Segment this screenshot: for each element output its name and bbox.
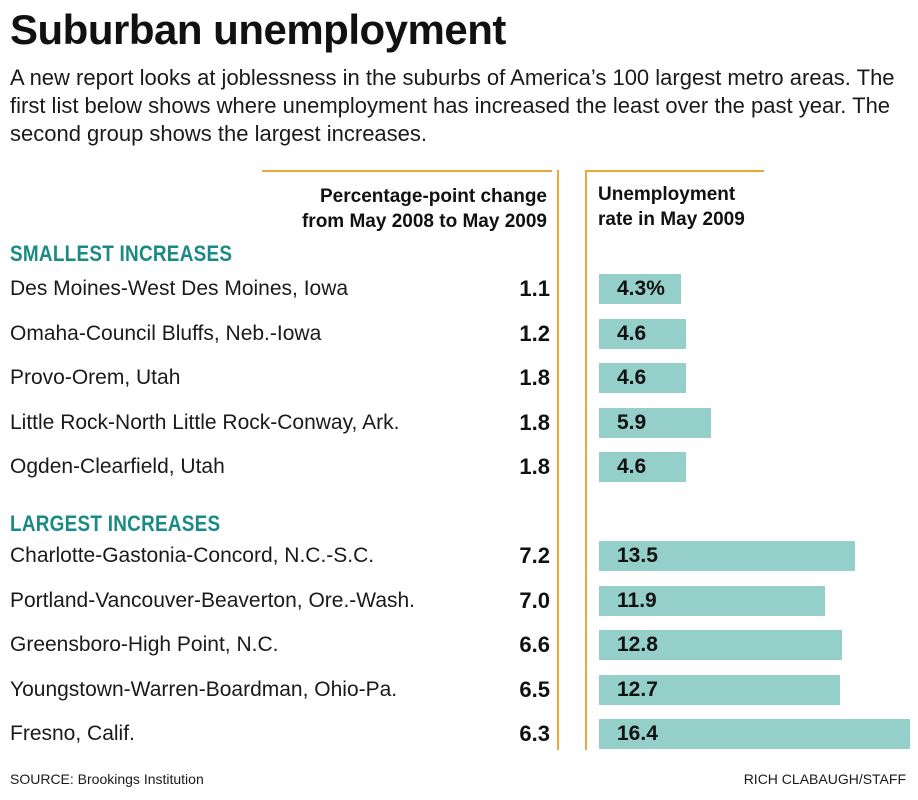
rate-bar [599,363,686,393]
metro-name: Greensboro-High Point, N.C. [10,633,279,656]
change-value: 1.1 [519,276,550,301]
section-heading-largest: LARGEST INCREASES [10,511,221,536]
change-header-line-1: Percentage-point change [320,186,547,207]
page-title: Suburban unemployment [10,6,506,53]
metro-name: Des Moines-West Des Moines, Iowa [10,277,349,300]
credit-note: RICH CLABAUGH/STAFF [743,771,906,787]
header-rule-left [262,170,552,172]
change-value: 6.3 [519,721,550,746]
section-heading-smallest: SMALLEST INCREASES [10,241,233,266]
change-value: 6.5 [519,676,550,702]
metro-name: Fresno, Calif. [10,722,135,745]
rate-bar [599,630,842,660]
rate-bar [599,541,855,571]
rate-label: 13.5 [617,544,658,567]
change-value: 7.0 [519,587,550,613]
rate-label: 16.4 [617,722,658,745]
header-rule-right [586,170,764,172]
rate-bar [599,318,686,349]
change-column-header: Percentage-point change from May 2008 to… [240,184,547,234]
change-value: 7.2 [519,543,550,568]
rate-label: 12.7 [617,677,658,701]
table-row: Ogden-Clearfield, Utah 1.8 4.6 [0,452,918,496]
table-row: Portland-Vancouver-Beaverton, Ore.-Wash.… [0,585,918,630]
metro-name: Ogden-Clearfield, Utah [10,455,225,478]
rate-header-line-1: Unemployment [598,184,736,205]
metro-name: Provo-Orem, Utah [10,366,181,389]
metro-name: Youngstown-Warren-Boardman, Ohio-Pa. [10,677,398,701]
rate-column-header: Unemployment rate in May 2009 [598,182,898,232]
rate-bar [599,674,840,705]
rate-label: 4.6 [617,455,647,478]
change-header-line-2: from May 2008 to May 2009 [301,211,547,232]
change-value: 1.8 [519,454,550,479]
metro-name: Little Rock-North Little Rock-Conway, Ar… [10,410,400,434]
rate-bar [599,452,686,482]
divider-right [585,170,587,750]
change-value: 1.2 [519,320,550,346]
rate-bar [599,407,711,438]
table-row: Provo-Orem, Utah 1.8 4.6 [0,363,918,407]
source-note: SOURCE: Brookings Institution [10,771,204,787]
table-row: Youngstown-Warren-Boardman, Ohio-Pa. 6.5 1… [0,674,918,719]
rate-label: 4.6 [617,366,647,389]
table-row: Des Moines-West Des Moines, Iowa 1.1 4.3% [0,274,918,318]
change-value: 6.6 [519,632,550,657]
table-row: Fresno, Calif. 6.3 16.4 [0,719,918,763]
rate-header-line-2: rate in May 2009 [598,209,745,230]
rate-bar [599,274,681,304]
metro-name: Charlotte-Gastonia-Concord, N.C.-S.C. [10,544,375,567]
rate-bar [599,585,825,616]
metro-name: Portland-Vancouver-Beaverton, Ore.-Wash. [10,588,416,612]
divider-left [557,170,559,750]
rate-label: 11.9 [617,588,657,612]
rate-label: 5.9 [617,410,647,434]
table-row: Charlotte-Gastonia-Concord, N.C.-S.C. 7.2… [0,541,918,585]
rate-label: 4.6 [617,321,647,345]
rate-label: 12.8 [617,633,658,656]
table-row: Greensboro-High Point, N.C. 6.6 12.8 [0,630,918,674]
change-value: 1.8 [519,409,550,435]
rate-label: 4.3% [617,277,665,300]
rate-bar [599,719,910,749]
table-row: Little Rock-North Little Rock-Conway, Ar… [0,407,918,452]
metro-name: Omaha-Council Bluffs, Neb.-Iowa [10,321,322,345]
change-value: 1.8 [519,365,550,390]
page-subtitle: A new report looks at joblessness in the… [10,65,895,146]
table-row: Omaha-Council Bluffs, Neb.-Iowa 1.2 4.6 [0,318,918,363]
